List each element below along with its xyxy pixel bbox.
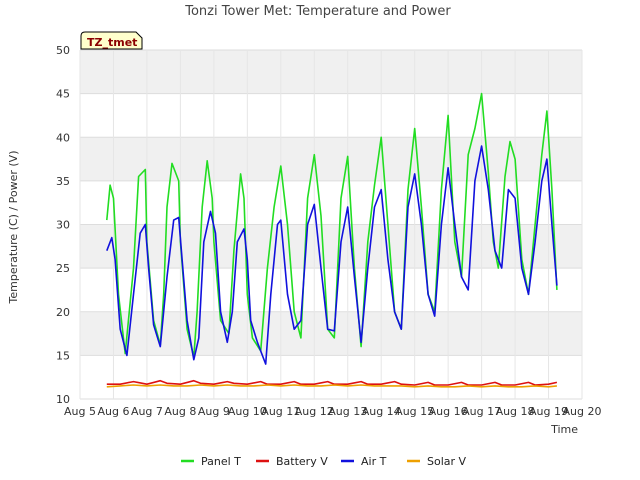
series-line-solar-v <box>106 384 557 388</box>
y-tick-label: 20 <box>56 306 70 319</box>
y-tick-label: 50 <box>56 44 70 57</box>
plot-band <box>80 137 582 181</box>
y-tick-label: 10 <box>56 393 70 406</box>
x-tick-label: Aug 9 <box>198 405 230 418</box>
legend-label: Panel T <box>201 455 241 468</box>
x-tick-label: Aug 10 <box>228 405 267 418</box>
series-line-air-t <box>106 145 558 365</box>
badge-shape <box>80 31 143 50</box>
x-tick-label: Aug 16 <box>429 405 468 418</box>
x-tick-label: Aug 17 <box>462 405 501 418</box>
y-axis-label: Temperature (C) / Power (V) <box>7 150 20 304</box>
x-tick-label: Aug 13 <box>328 405 367 418</box>
legend-label: Air T <box>361 455 387 468</box>
legend-item-solar-v: Solar V <box>407 455 467 468</box>
y-tick-label: 35 <box>56 175 70 188</box>
x-tick-label: Aug 11 <box>261 405 300 418</box>
legend-label: Solar V <box>427 455 467 468</box>
x-tick-label: Aug 8 <box>164 405 196 418</box>
chart-title: Tonzi Tower Met: Temperature and Power <box>184 4 451 19</box>
legend-item-air-t: Air T <box>341 455 387 468</box>
y-tick-label: 40 <box>56 131 70 144</box>
y-axis-ticks: 10 15 20 25 30 35 40 45 50 <box>56 44 70 406</box>
plot-band <box>80 224 582 269</box>
x-tick-label: Aug 5 <box>64 405 96 418</box>
legend-label: Battery V <box>276 455 328 468</box>
x-tick-label: Aug 19 <box>529 405 568 418</box>
legend-item-panel-t: Panel T <box>181 455 241 468</box>
x-tick-label: Aug 6 <box>97 405 129 418</box>
tz-tmet-badge: TZ_tmet <box>80 31 143 50</box>
y-tick-label: 45 <box>56 88 70 101</box>
x-tick-label: Aug 18 <box>496 405 535 418</box>
legend: Panel T Battery V Air T Solar V <box>181 455 467 468</box>
series-line-battery-v <box>106 379 558 386</box>
x-axis-label: Time <box>550 423 578 436</box>
x-tick-label: Aug 7 <box>131 405 163 418</box>
x-tick-label: Aug 15 <box>395 405 434 418</box>
badge-label: TZ_tmet <box>87 36 137 49</box>
x-tick-label: Aug 20 <box>563 405 602 418</box>
x-tick-label: Aug 12 <box>295 405 334 418</box>
series-line-panel-t <box>106 92 558 358</box>
y-tick-label: 25 <box>56 262 70 275</box>
y-tick-label: 30 <box>56 219 70 232</box>
legend-item-battery-v: Battery V <box>256 455 328 468</box>
series-layer <box>106 92 558 388</box>
x-tick-label: Aug 14 <box>362 405 401 418</box>
y-tick-label: 15 <box>56 349 70 362</box>
plot-band <box>80 50 582 94</box>
